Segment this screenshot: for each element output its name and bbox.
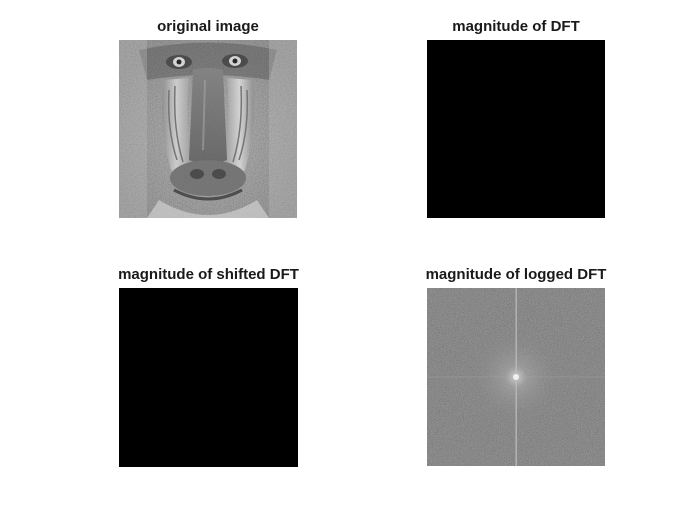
- subplot-magnitude-logged-dft: magnitude of logged DFT: [426, 266, 606, 466]
- shifted-dft-magnitude-image: [119, 288, 298, 467]
- subplot-title: magnitude of logged DFT: [425, 266, 607, 283]
- subplot-magnitude-shifted-dft: magnitude of shifted DFT: [118, 266, 299, 467]
- baboon-image-drawing: [119, 40, 297, 218]
- subplot-magnitude-dft: magnitude of DFT: [427, 18, 605, 218]
- logged-dft-spectrum-drawing: [427, 288, 605, 466]
- subplot-title: magnitude of DFT: [452, 18, 580, 35]
- baboon-image: [119, 40, 297, 218]
- dft-magnitude-image: [427, 40, 605, 218]
- subplot-original-image: original image: [119, 18, 297, 218]
- logged-dft-spectrum-image: [427, 288, 605, 466]
- subplot-title: original image: [157, 18, 259, 35]
- subplot-title: magnitude of shifted DFT: [118, 266, 299, 283]
